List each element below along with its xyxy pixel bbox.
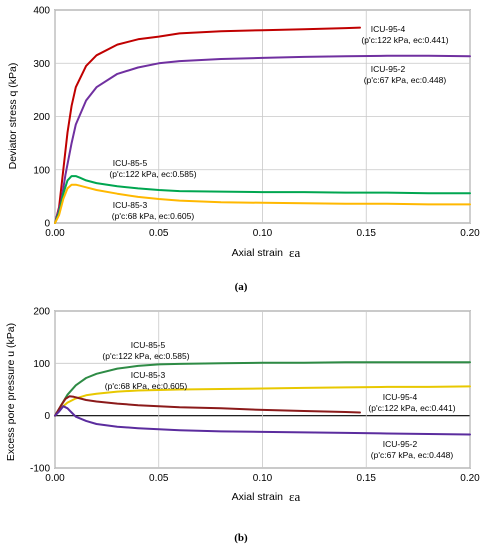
- label-icu-95-2-params-b: (p'c:67 kPa, ec:0.448): [371, 450, 454, 460]
- y-tick-label-b-0: -100: [30, 464, 50, 475]
- label-icu-95-4-params-b: (p'c:122 kPa, ec:0.441): [368, 403, 455, 413]
- panel-b: -100 0 100 200 0.00 0.05 0.10 0.15 0.20 Excess p…: [5, 307, 480, 545]
- label-icu-95-2-b: ICU-95-2: [383, 439, 418, 449]
- series-line-a-icu-95-2: [54, 54, 471, 224]
- y-tick-label-b-3: 200: [33, 307, 50, 318]
- label-icu-85-5-b: ICU-85-5: [131, 340, 166, 350]
- x-tick-label-a-0: 0.00: [45, 228, 65, 239]
- series-line-b-icu-95-2: [54, 405, 471, 436]
- y-tick-label-b-2: 100: [33, 359, 50, 370]
- label-icu-95-2-a: ICU-95-2: [371, 64, 406, 74]
- label-icu-95-4-params-a: (p'c:122 kPa, ec:0.441): [361, 35, 448, 45]
- panel-caption-b: (b): [234, 532, 248, 544]
- x-axis-symbol-a: εa: [289, 245, 300, 260]
- y-axis-label-a: Deviator stress q (kPa): [7, 63, 19, 170]
- x-tick-label-a-2: 0.10: [253, 228, 273, 239]
- ticks-a: 0 100 200 300 400 0.00 0.05 0.10 0.15 0.20: [33, 6, 480, 240]
- series-b: [54, 361, 471, 436]
- x-tick-label-a-1: 0.05: [149, 228, 169, 239]
- series-line-a-icu-85-3: [54, 183, 471, 224]
- x-tick-label-a-4: 0.20: [460, 228, 480, 239]
- y-tick-label-b-1: 0: [44, 411, 50, 422]
- label-icu-85-5-params-a: (p'c:122 kPa, ec:0.585): [109, 169, 196, 179]
- x-axis-label-a: Axial strain: [232, 247, 284, 259]
- label-icu-85-3-params-a: (p'c:68 kPa, ec:0.605): [112, 211, 195, 221]
- y-tick-label-a-0: 0: [44, 219, 50, 230]
- y-axis-label-b: Excess pore pressure u (kPa): [5, 323, 17, 461]
- series-a: [54, 26, 471, 224]
- panel-a: 0 100 200 300 400 0.00 0.05 0.10 0.15 0.20 Deviat…: [7, 6, 480, 294]
- x-axis-label-b: Axial strain: [232, 491, 284, 503]
- x-tick-label-b-4: 0.20: [460, 473, 480, 484]
- x-tick-label-b-2: 0.10: [253, 473, 273, 484]
- label-icu-95-4-a: ICU-95-4: [371, 24, 406, 34]
- series-line-a-icu-95-4: [54, 26, 361, 224]
- label-icu-85-5-a: ICU-85-5: [113, 158, 148, 168]
- gridlines-b: [54, 310, 471, 469]
- series-line-b-icu-85-5: [54, 361, 471, 417]
- y-tick-label-a-4: 400: [33, 6, 50, 17]
- series-line-b-icu-85-3: [54, 385, 471, 417]
- x-tick-label-b-0: 0.00: [45, 473, 65, 484]
- x-tick-label-b-3: 0.15: [357, 473, 377, 484]
- label-icu-85-5-params-b: (p'c:122 kPa, ec:0.585): [102, 351, 189, 361]
- label-icu-95-2-params-a: (p'c:67 kPa, ec:0.448): [364, 75, 447, 85]
- y-tick-label-a-3: 300: [33, 59, 50, 70]
- label-icu-85-3-a: ICU-85-3: [113, 200, 148, 210]
- label-icu-85-3-b: ICU-85-3: [131, 370, 166, 380]
- y-tick-label-a-1: 100: [33, 165, 50, 176]
- panel-caption-a: (a): [235, 281, 248, 293]
- label-icu-85-3-params-b: (p'c:68 kPa, ec:0.605): [105, 381, 188, 391]
- x-tick-label-a-3: 0.15: [357, 228, 377, 239]
- x-tick-label-b-1: 0.05: [149, 473, 169, 484]
- series-line-b-icu-95-4: [54, 395, 361, 417]
- ticks-b: -100 0 100 200 0.00 0.05 0.10 0.15 0.20: [30, 307, 480, 485]
- gridlines-a: [54, 9, 471, 224]
- y-tick-label-a-2: 200: [33, 112, 50, 123]
- x-axis-symbol-b: εa: [289, 489, 300, 504]
- series-line-a-icu-85-5: [54, 175, 471, 224]
- label-icu-95-4-b: ICU-95-4: [383, 392, 418, 402]
